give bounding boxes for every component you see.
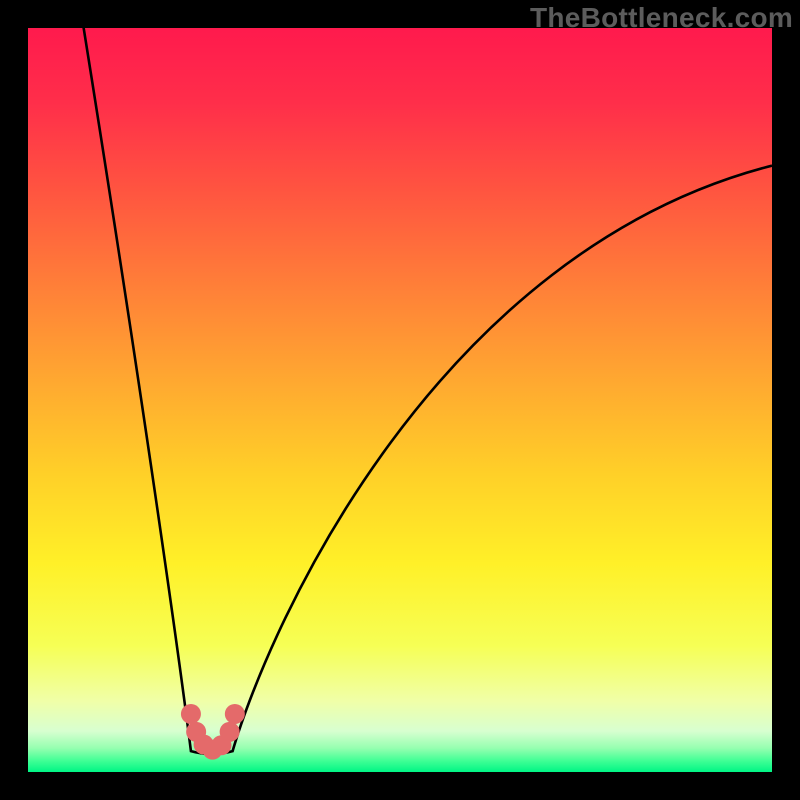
notch-marker xyxy=(225,704,245,724)
frame-left xyxy=(0,0,28,800)
watermark-text: TheBottleneck.com xyxy=(530,2,793,34)
frame-bottom xyxy=(0,772,800,800)
notch-marker xyxy=(220,722,240,742)
notch-marker xyxy=(181,704,201,724)
gradient-background xyxy=(28,28,772,772)
frame-right xyxy=(772,0,800,800)
bottleneck-chart xyxy=(0,0,800,800)
